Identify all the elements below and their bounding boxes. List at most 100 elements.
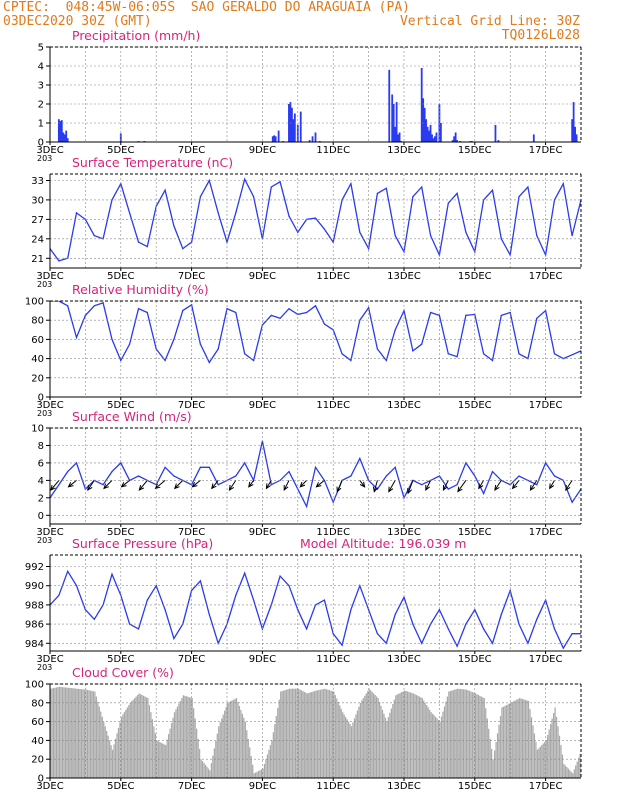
cloud-bar <box>169 728 171 778</box>
precip-bar <box>391 94 394 142</box>
precip-bar <box>311 136 314 142</box>
cloud-bar <box>513 701 515 778</box>
cloud-bar <box>350 726 353 778</box>
x-tick-label: 5DEC <box>107 527 134 538</box>
cloud-bar <box>405 691 407 778</box>
cloud-bar <box>175 709 177 778</box>
x-tick-label: 7DEC <box>178 271 205 282</box>
y-tick-label: 40 <box>31 736 44 747</box>
cloud-bar <box>489 738 491 778</box>
series-point <box>518 196 520 198</box>
series-point <box>235 594 237 596</box>
cloud-bar <box>463 689 465 778</box>
series-point <box>509 311 511 314</box>
cloud-bar <box>331 691 333 778</box>
cloud-bar <box>299 689 301 778</box>
x-tick-label: 17DEC <box>529 654 563 665</box>
cloud-bar <box>253 773 255 778</box>
cloud-bar <box>128 705 130 778</box>
cloud-bar <box>411 692 413 778</box>
precip-bar <box>439 123 442 142</box>
series-point <box>84 609 86 611</box>
cloud-bar <box>219 722 221 778</box>
wind-arrow <box>388 480 396 492</box>
cloud-bar <box>95 696 97 778</box>
x-tick-label: 7DEC <box>178 400 205 411</box>
cloud-bar <box>150 712 152 778</box>
x-tick-label: 5DEC <box>107 781 134 792</box>
series-point <box>376 633 378 635</box>
cloud-bar <box>324 688 326 778</box>
cloud-bar <box>66 687 68 778</box>
series-point <box>244 353 246 355</box>
x-tick-label: 3DEC <box>36 271 63 282</box>
series-point <box>67 305 69 307</box>
cloud-bar <box>113 744 115 778</box>
precip-bar <box>292 119 295 142</box>
series-point <box>447 353 449 355</box>
y-tick-label: 21 <box>31 254 44 265</box>
series-point <box>368 609 370 611</box>
cloud-bar <box>193 708 195 778</box>
cloud-bar <box>337 701 339 778</box>
x-overlap-note: 203 <box>37 536 52 545</box>
series-point <box>75 462 78 464</box>
precip-bar <box>274 136 277 142</box>
series-point <box>235 475 237 477</box>
cloud-bar <box>268 749 270 778</box>
x-overlap-note: 203 <box>37 154 52 163</box>
series-point <box>58 594 60 596</box>
cloud-bar <box>107 735 109 778</box>
series-point <box>412 196 414 198</box>
cloud-bar <box>92 691 95 778</box>
cloud-bar <box>576 761 578 778</box>
precip-bar <box>456 140 458 142</box>
cloud-bar <box>72 688 74 778</box>
x-tick-label: 7DEC <box>178 781 205 792</box>
y-tick-label: 60 <box>31 717 44 728</box>
cloud-bar <box>399 692 401 778</box>
series-line <box>50 569 581 650</box>
cloud-bar <box>100 711 102 778</box>
cloud-bar <box>417 695 419 778</box>
cloud-bar <box>321 689 323 778</box>
series-point <box>288 308 290 310</box>
series-point <box>58 484 60 486</box>
series-point <box>129 212 131 214</box>
series-point <box>164 466 166 468</box>
series-point <box>385 187 387 189</box>
cloud-bar <box>560 745 562 778</box>
cloud-bar <box>60 686 62 778</box>
cloud-bar <box>570 771 572 778</box>
cloud-bar <box>468 690 471 778</box>
cloud-bar <box>449 691 451 778</box>
cloud-bar <box>448 691 450 778</box>
cloud-bar <box>519 698 521 778</box>
x-tick-label: 15DEC <box>458 781 492 792</box>
cloud-bar <box>188 697 190 778</box>
cloud-bar <box>144 696 146 778</box>
cloud-bar <box>542 743 544 778</box>
cloud-bar <box>259 770 261 778</box>
cloud-bar <box>547 734 549 778</box>
wind-arrow-head <box>388 486 394 493</box>
cloud-bar <box>491 749 493 778</box>
wind-arrow-head <box>103 483 109 490</box>
x-tick-label: 13DEC <box>387 654 421 665</box>
series-point <box>67 471 69 473</box>
cloud-bar <box>257 770 260 778</box>
y-tick-label: 4 <box>38 476 44 487</box>
series-point <box>173 475 175 477</box>
cloud-bar <box>414 694 416 778</box>
cloud-bar <box>339 705 341 778</box>
cloud-bar <box>558 735 561 778</box>
cloud-bar <box>241 713 243 778</box>
cloud-bar <box>280 691 282 778</box>
precip-bar <box>532 134 535 142</box>
cloud-bar <box>272 732 274 778</box>
series-point <box>208 613 210 616</box>
series-point <box>244 178 246 180</box>
cloud-bar <box>437 720 440 778</box>
panel-title: Precipitation (mm/h) <box>72 28 200 43</box>
